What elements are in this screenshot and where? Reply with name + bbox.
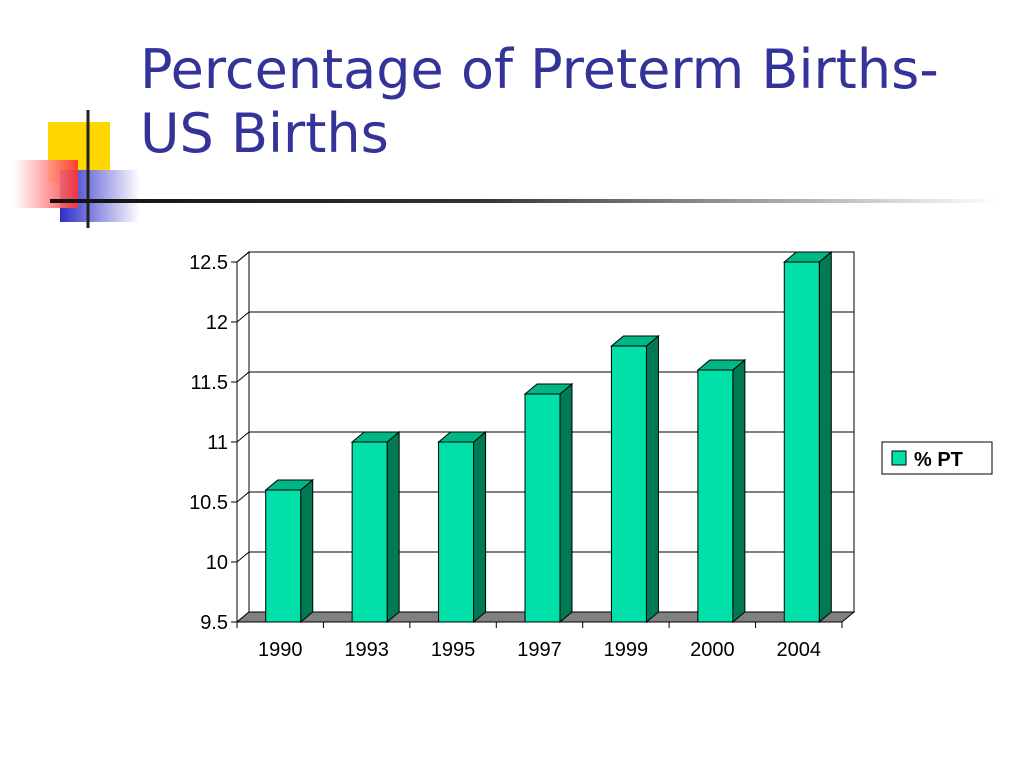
bar-side [818,250,832,624]
bar [783,261,820,623]
gridline [236,491,854,503]
slide-title: Percentage of Preterm Births- US Births [140,38,1000,166]
legend-swatch [891,450,907,466]
chart-back-wall [248,251,855,613]
gridline [236,311,854,323]
y-tick-label: 9.5 [200,612,228,634]
bar-top [696,359,747,371]
y-tick-label: 10 [206,552,228,574]
bar [697,369,734,623]
gridline [236,551,854,563]
chart-side-wall [236,250,250,624]
gridline [236,371,854,383]
bar-top [782,251,833,263]
gridline [236,251,854,263]
legend-label: % PT [914,449,963,471]
bar-side [559,382,573,624]
bar-side [300,478,314,624]
bar-top [523,383,574,395]
bar-top [437,431,487,443]
x-tick-label: 1990 [258,639,303,661]
bar [351,441,388,623]
x-tick-label: 1997 [517,639,562,661]
x-tick-label: 1999 [604,639,649,661]
title-underline [50,199,1000,203]
bar-top [610,335,660,347]
x-tick-label: 2004 [777,639,822,661]
bar-side [645,334,659,624]
bar [524,393,561,623]
legend-box [881,441,993,475]
title-decoration [14,110,140,228]
bar-top [350,431,401,443]
chart-floor [235,611,856,623]
bar-top [264,479,315,491]
y-tick-label: 11.5 [191,372,228,394]
gridline [236,431,854,443]
bar-side [386,430,400,624]
y-tick-label: 12.5 [189,252,228,274]
x-tick-label: 1993 [344,639,389,661]
bar [438,441,475,623]
title-line-1: Percentage of Preterm Births- [140,38,939,101]
bar [265,489,302,623]
y-tick-label: 12 [206,312,228,334]
y-tick-label: 10.5 [189,492,228,514]
x-tick-label: 2000 [690,639,735,661]
x-tick-label: 1995 [431,639,476,661]
y-tick-label: 11 [207,432,228,454]
title-line-2: US Births [140,102,389,165]
bar-side [732,358,746,624]
bar-side [473,430,487,624]
bar [610,345,647,623]
